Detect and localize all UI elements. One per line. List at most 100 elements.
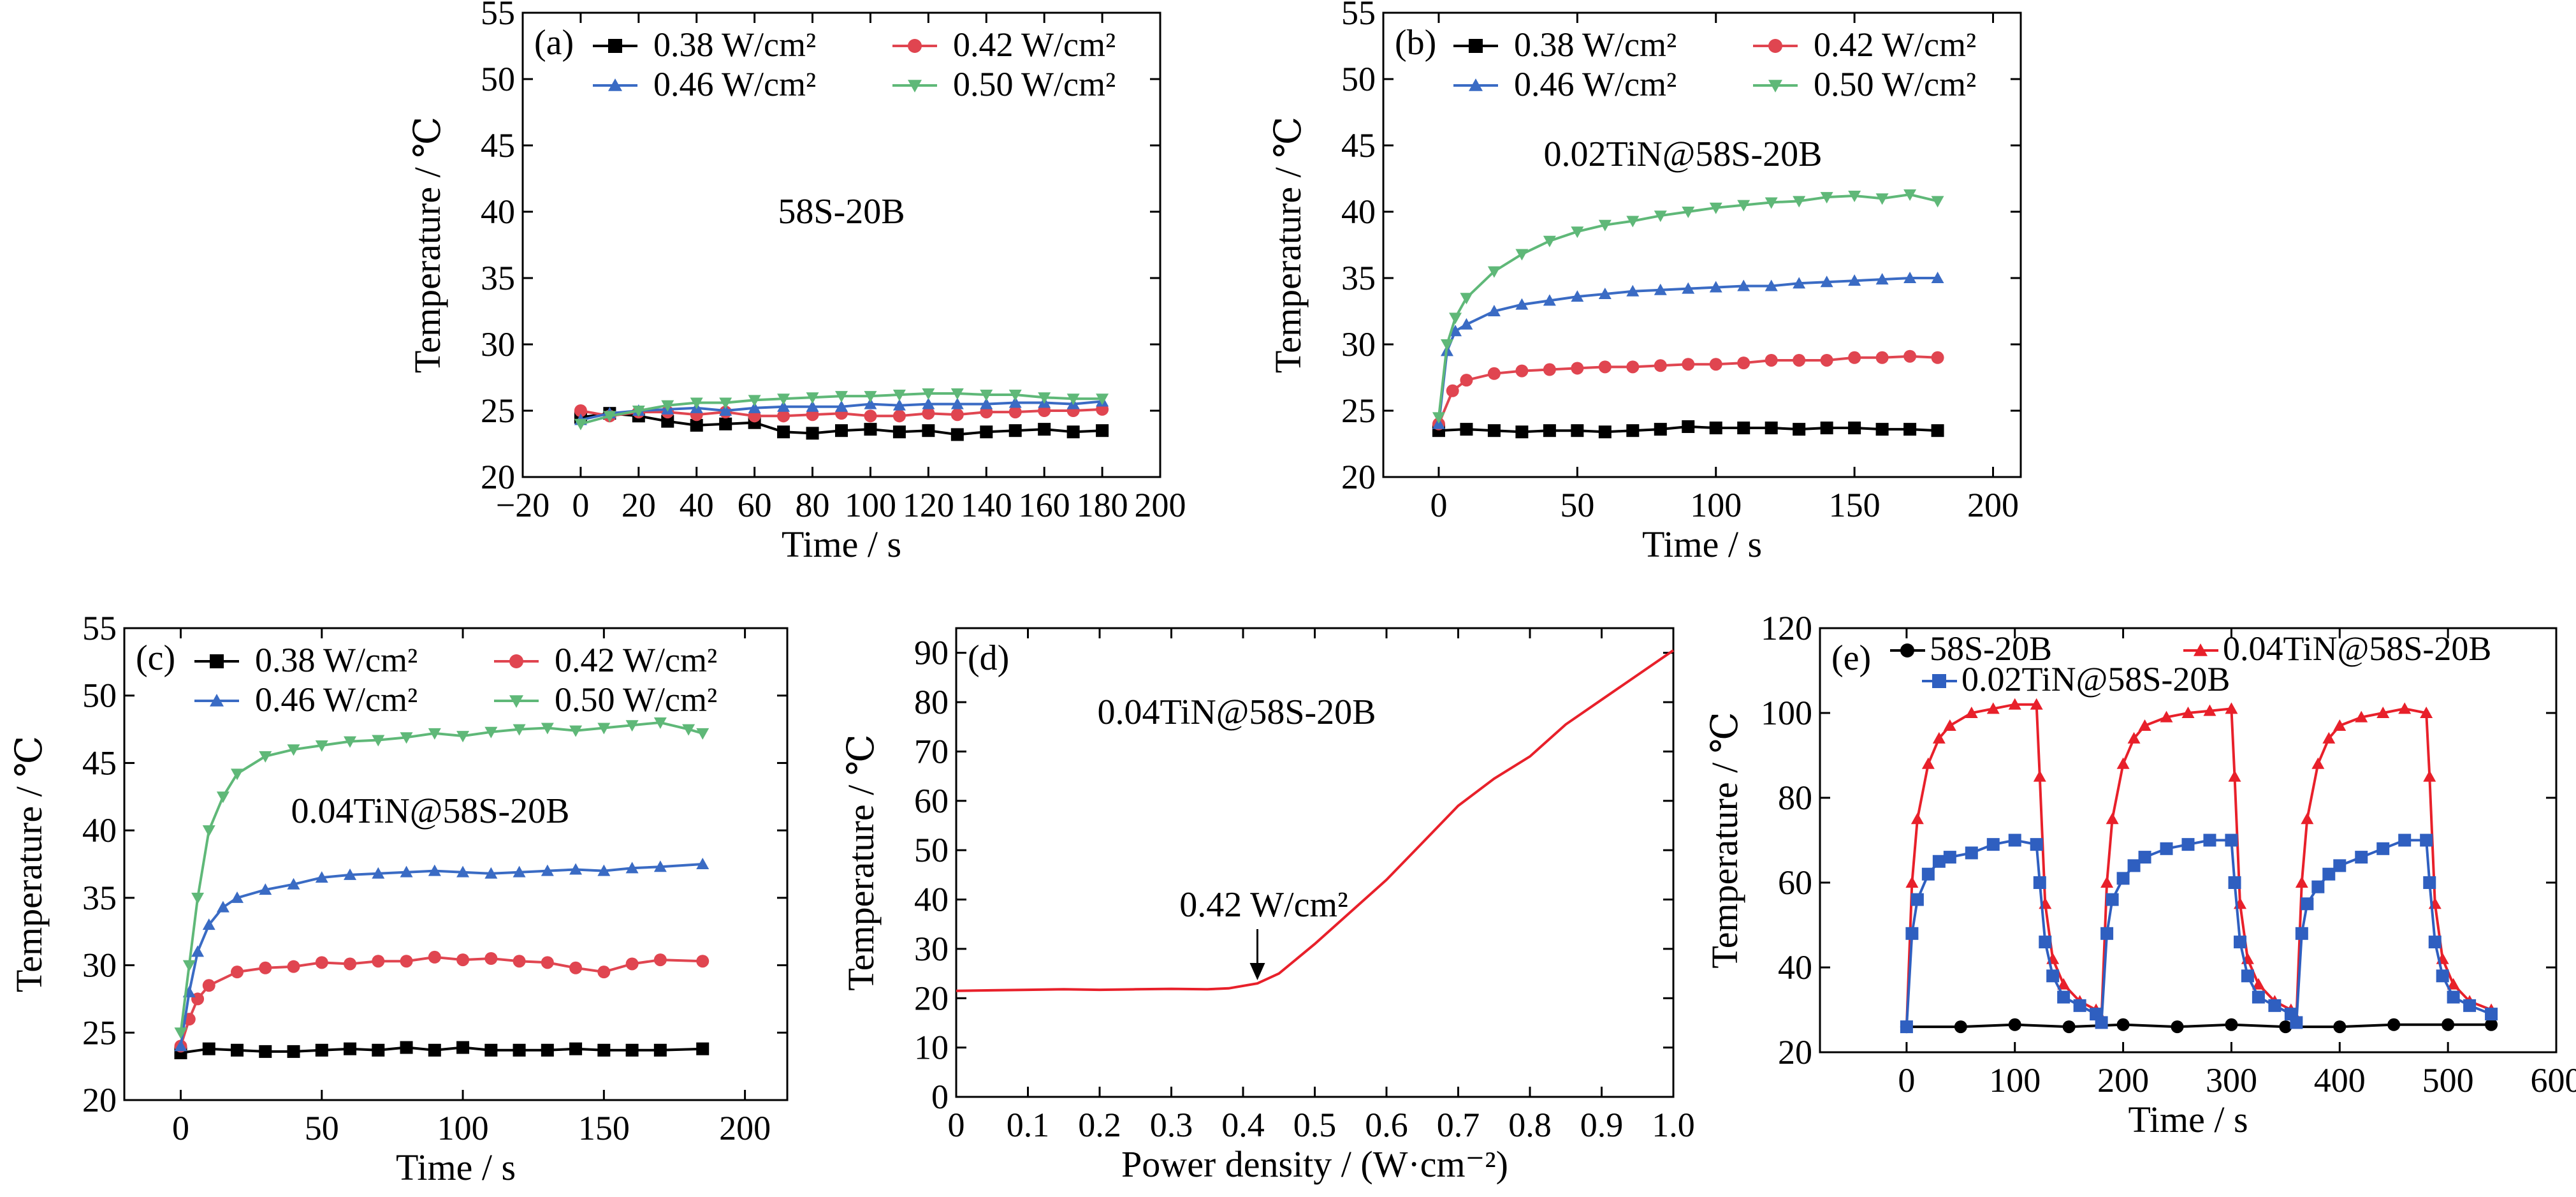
legend-marker <box>210 694 224 707</box>
data-point <box>1682 420 1695 433</box>
data-point <box>202 979 215 992</box>
data-point <box>2033 770 2046 782</box>
x-tick-label: 60 <box>738 486 772 524</box>
y-tick-label: 25 <box>481 392 515 430</box>
data-point <box>456 731 470 743</box>
data-point <box>1848 191 1861 203</box>
y-tick-label: 100 <box>1761 694 1812 732</box>
y-tick-label: 80 <box>1778 779 1812 817</box>
data-point <box>806 392 819 404</box>
x-tick-label: 0 <box>1430 486 1447 524</box>
data-point <box>1096 393 1109 406</box>
data-point <box>2116 872 2130 885</box>
y-tick-label: 50 <box>82 677 117 715</box>
data-point <box>287 960 300 973</box>
data-point <box>653 1043 667 1057</box>
y-tick-label: 20 <box>82 1081 117 1119</box>
data-point <box>2387 1018 2401 1031</box>
data-point <box>1910 893 1924 906</box>
data-point <box>1432 412 1445 424</box>
data-point <box>950 397 964 409</box>
data-point <box>191 945 205 957</box>
panel-annotation: 58S-20B <box>778 192 905 231</box>
data-point <box>2225 833 2238 847</box>
data-point <box>287 878 300 890</box>
data-point <box>632 406 645 417</box>
data-point <box>513 865 526 878</box>
x-tick-label: 0 <box>1898 1061 1915 1099</box>
panel-label: (e) <box>1831 638 1871 678</box>
x-tick-label: 0.2 <box>1078 1106 1121 1144</box>
data-point <box>719 404 732 416</box>
data-point <box>2447 978 2460 990</box>
panel-annotation: 0.04TiN@58S-20B <box>291 791 570 831</box>
x-tick-label: 0.4 <box>1221 1106 1265 1144</box>
data-point <box>1737 356 1750 370</box>
data-point <box>259 883 272 895</box>
legend-marker <box>908 80 922 92</box>
data-point <box>287 1045 300 1058</box>
data-point <box>2203 704 2216 716</box>
data-point <box>1709 281 1722 293</box>
data-point <box>1943 719 1956 731</box>
data-point <box>1921 757 1935 769</box>
data-point <box>541 723 554 735</box>
y-axis-label: Temperature / ℃ <box>1267 117 1309 373</box>
data-point <box>2181 707 2195 718</box>
data-point <box>1931 424 1944 437</box>
data-point <box>2398 833 2412 847</box>
data-point <box>191 892 205 904</box>
legend-marker <box>2194 643 2208 656</box>
data-point <box>1737 200 1750 212</box>
series-0.38 W/cm² <box>1432 420 1944 439</box>
data-point <box>1446 384 1459 397</box>
data-point <box>1737 279 1750 291</box>
y-tick-label: 50 <box>914 831 949 869</box>
x-tick-label: 50 <box>1560 486 1594 524</box>
data-point <box>2181 838 2195 851</box>
y-tick-label: 40 <box>1341 193 1376 231</box>
data-point <box>1932 731 1946 744</box>
y-tick-label: 30 <box>914 930 949 968</box>
series-line <box>956 649 1675 992</box>
x-tick-label: 200 <box>719 1109 771 1147</box>
x-tick-label: 0.8 <box>1508 1106 1552 1144</box>
legend-marker <box>1768 39 1782 53</box>
data-point <box>2241 969 2254 983</box>
data-point <box>1765 353 1778 367</box>
data-point <box>1765 279 1778 291</box>
y-tick-label: 20 <box>1778 1033 1812 1071</box>
y-tick-label: 20 <box>481 458 515 496</box>
x-tick-label: 0 <box>572 486 589 524</box>
y-axis-label: Temperature / ℃ <box>840 734 882 990</box>
data-point <box>1765 422 1778 435</box>
x-tick-label: 50 <box>305 1109 339 1147</box>
legend-entry: 0.38 W/cm² <box>1453 26 1677 64</box>
data-point <box>231 891 244 903</box>
data-point <box>1571 226 1584 239</box>
data-point <box>456 953 470 967</box>
data-point <box>259 751 272 763</box>
data-point <box>2171 1020 2184 1034</box>
data-point <box>1654 210 1667 223</box>
data-point <box>2030 698 2043 710</box>
data-point <box>541 956 554 969</box>
series-0.46 W/cm² <box>174 858 709 1052</box>
data-point <box>719 397 732 409</box>
data-point <box>1709 422 1722 435</box>
data-point <box>1848 351 1861 364</box>
data-point <box>513 724 526 736</box>
data-point <box>2463 999 2477 1012</box>
series-0.50 W/cm² <box>174 717 709 1039</box>
data-point <box>2420 833 2433 847</box>
plot-frame <box>1382 11 2022 478</box>
y-tick-label: 40 <box>82 811 117 849</box>
data-point <box>1910 812 1924 825</box>
series-line <box>1905 839 2492 1027</box>
data-point <box>1943 851 1956 864</box>
data-point <box>2234 936 2247 949</box>
data-point <box>541 1043 554 1057</box>
data-point <box>1903 272 1917 283</box>
y-tick-label: 20 <box>1341 458 1376 496</box>
data-point <box>1875 423 1889 436</box>
